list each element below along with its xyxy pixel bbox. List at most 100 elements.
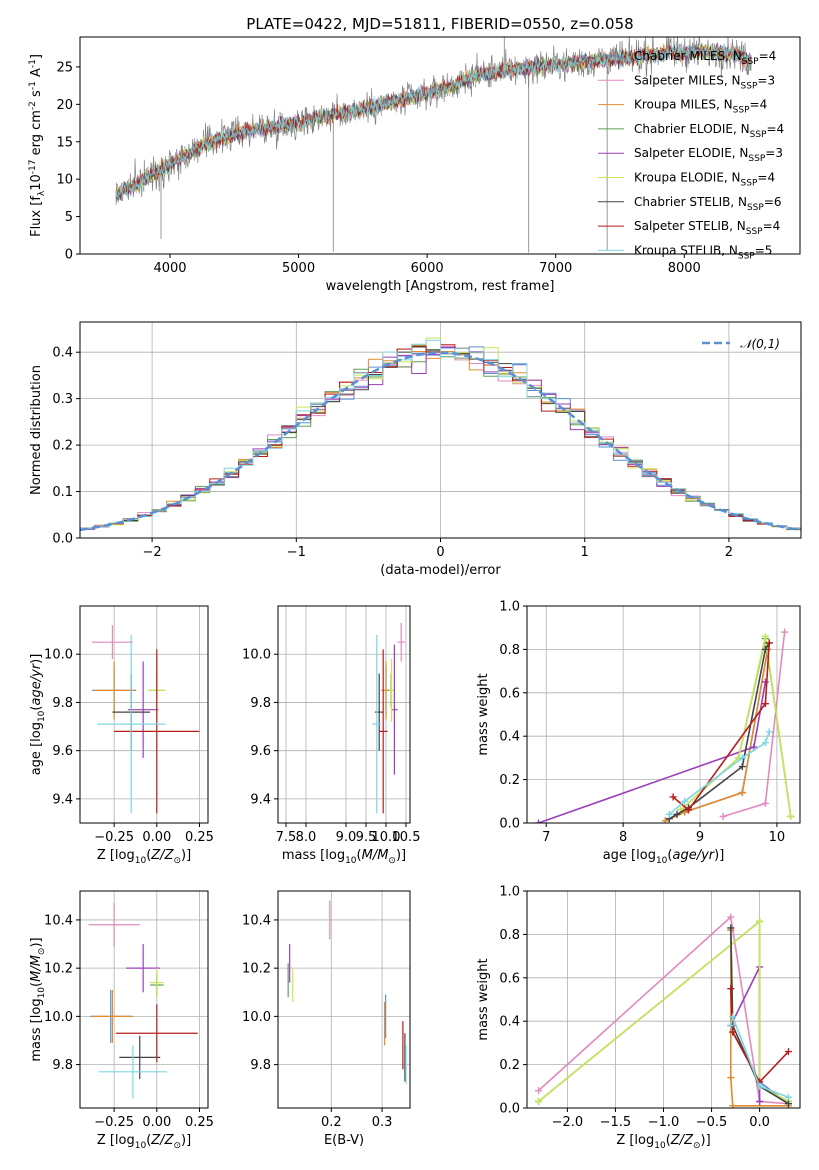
y-tick-label: 9.8 (52, 1058, 73, 1073)
x-tick-label: −2 (143, 545, 162, 560)
errorbar-point (97, 634, 166, 814)
legend-entry: Chabrier STELIB, NSSP​=6 (634, 195, 782, 213)
x-axis-label: wavelength [Angstrom, rest frame] (326, 279, 555, 294)
axes-frame (79, 890, 209, 1109)
x-tick-label: −2.0 (552, 1115, 584, 1130)
plot-area (88, 903, 198, 1099)
errorbar-point (127, 661, 159, 758)
mass-weight-marker (719, 812, 727, 820)
y-tick-label: 0.8 (499, 928, 520, 943)
x-axis-label: mass [log10​(M/M⊙​)] (282, 848, 406, 866)
legend-entry: Kroupa STELIB, NSSP​=5 (634, 243, 772, 261)
mass-weight-line (730, 966, 761, 1102)
mass-weight-marker (661, 817, 669, 823)
axes-frame (79, 36, 801, 255)
mass-weight-marker (729, 1102, 737, 1108)
legend-entry: Kroupa ELODIE, NSSP​=4 (634, 171, 775, 189)
errorbar-point (98, 1045, 168, 1099)
x-tick-label: 8000 (668, 261, 701, 276)
x-tick-label: 0.0 (749, 1115, 770, 1130)
mass-weight-marker (669, 793, 677, 801)
mass-weight-marker (738, 789, 746, 797)
mass-weight-marker (727, 985, 735, 993)
mass-weight-marker (665, 810, 673, 818)
y-tick-label: 10.0 (242, 1010, 271, 1025)
axes-frame (526, 890, 801, 1109)
y-tick-label: 0.0 (499, 1102, 520, 1117)
x-axis-label: E(B-V) (324, 1133, 364, 1148)
x-axis-label: Z [log10​(Z/Z⊙​)] (97, 848, 191, 866)
mass-weight-marker (535, 819, 543, 823)
y-tick-label: 25 (56, 60, 73, 75)
mass-weight-line (730, 1014, 789, 1098)
mass-weight-marker (761, 799, 769, 807)
errorbar-point (119, 1035, 161, 1080)
y-tick-label: 9.8 (52, 696, 73, 711)
axes-frame (526, 605, 801, 824)
plot-area (535, 628, 795, 823)
y-tick-label: 10.4 (44, 913, 73, 928)
errorbar-point (374, 673, 384, 751)
y-axis-label: Normed distribution (29, 365, 44, 495)
y-tick-label: 20 (56, 98, 73, 113)
y-tick-label: 9.4 (250, 792, 271, 807)
mass-weight-line (680, 636, 792, 817)
x-tick-label: −1.0 (648, 1115, 680, 1130)
mass-weight-marker (738, 754, 746, 762)
x-axis-label: (data-model)/error (380, 563, 501, 578)
x-tick-label: 1 (581, 545, 589, 560)
legend-entry: Salpeter STELIB, NSSP​=4 (634, 219, 780, 237)
mass-weight-marker (727, 924, 735, 932)
x-tick-label: 8 (619, 830, 627, 845)
mass-weight-marker (756, 917, 764, 925)
x-tick-label: 10.0 (372, 830, 401, 845)
y-tick-label: 1.0 (499, 600, 520, 615)
errorbar-point (126, 944, 161, 993)
x-tick-label: 0.25 (185, 1115, 214, 1130)
legend-entry: Salpeter MILES, NSSP​=3 (634, 73, 775, 91)
chart-title: PLATE=0422, MJD=51811, FIBERID=0550, z=0… (246, 15, 633, 33)
mass-weight-marker (681, 797, 689, 805)
x-tick-label: 5000 (282, 261, 315, 276)
mass-weight-line (537, 919, 789, 1103)
mass-weight-line (730, 988, 790, 1084)
mass-weight-marker (761, 739, 769, 747)
mass-weight-marker (729, 1013, 737, 1021)
y-tick-label: 15 (56, 135, 73, 150)
errorbar-point (88, 903, 140, 947)
mass-weight-marker (756, 1097, 764, 1105)
x-tick-label: 0 (436, 545, 444, 560)
y-tick-label: 9.4 (52, 792, 73, 807)
legend: Chabrier MILES, NSSP​=4 Salpeter MILES, N… (598, 49, 784, 261)
legend-entry: Salpeter ELODIE, NSSP​=3 (634, 146, 783, 164)
y-tick-label: 9.8 (250, 1058, 271, 1073)
panel-mass-weight-vs-Z: −2.0 −1.5 −1.0 −0.5 0.0 0.0 0.2 0.4 0.6 0.8 1.0 Z [… (476, 885, 801, 1151)
legend: 𝒩(0,1) (702, 337, 780, 351)
x-axis-label: age [log10​(age/yr)] (603, 848, 725, 866)
mass-weight-marker (784, 1048, 792, 1056)
mass-weight-marker (765, 639, 773, 647)
mass-weight-marker (535, 1087, 543, 1095)
x-tick-label: 2 (725, 545, 733, 560)
panel-mass-weight-vs-age: 7 8 9 10 0.0 0.2 0.4 0.6 0.8 1.0 age [log10​(age/y… (476, 600, 801, 866)
y-tick-label: 0.3 (52, 392, 73, 407)
errorbar-point (114, 649, 200, 814)
plot-area (535, 913, 792, 1108)
x-tick-label: 0.2 (321, 1115, 342, 1130)
x-tick-label: 9.0 (336, 830, 357, 845)
y-tick-label: 9.6 (52, 744, 73, 759)
panel-spectrum: 4000 5000 6000 7000 8000 0 5 10 15 20 25 wavelength… (28, 15, 801, 294)
residual-histogram (80, 339, 801, 532)
y-tick-label: 5 (65, 210, 73, 225)
x-tick-label: 9 (696, 830, 704, 845)
mass-weight-marker (727, 1074, 735, 1082)
model-spectrum-line (115, 41, 752, 201)
mass-weight-marker (761, 632, 769, 640)
x-tick-label: 7000 (539, 261, 572, 276)
x-tick-label: −0.25 (94, 830, 134, 845)
mass-weight-marker (756, 1082, 764, 1090)
errorbar-point (93, 661, 135, 720)
mass-weight-marker (784, 1100, 792, 1108)
mass-weight-line (668, 642, 770, 820)
